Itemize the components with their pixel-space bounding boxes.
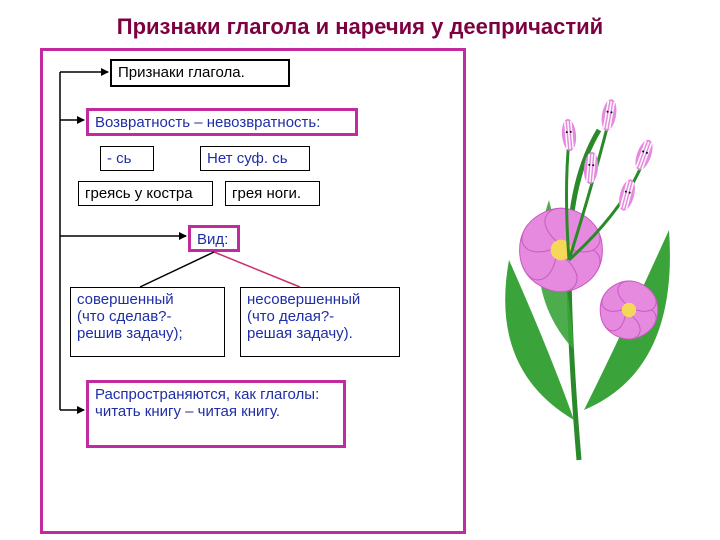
- box-distribute: Распространяются, как глаголы: читать кн…: [86, 380, 346, 448]
- label: Распространяются, как глаголы: читать кн…: [95, 386, 319, 420]
- box-no-suf: Нет суф. сь: [200, 146, 310, 171]
- label: грея ноги.: [232, 185, 301, 202]
- box-verb-signs: Признаки глагола.: [110, 59, 290, 87]
- label: Вид:: [197, 231, 228, 248]
- box-imperfective: несовершенный (что делая?- решая задачу)…: [240, 287, 400, 357]
- box-perfective: совершенный (что сделав?- решив задачу);: [70, 287, 225, 357]
- box-ex2: грея ноги.: [225, 181, 320, 206]
- box-suf-s: - сь: [100, 146, 154, 171]
- label: Возвратность – невозвратность:: [95, 114, 320, 131]
- page-title: Признаки глагола и наречия у деепричасти…: [0, 14, 720, 40]
- box-reflexivity: Возвратность – невозвратность:: [86, 108, 358, 136]
- label: Нет суф. сь: [207, 150, 288, 167]
- label: - сь: [107, 150, 131, 167]
- box-ex1: греясь у костра: [78, 181, 213, 206]
- label: совершенный (что сделав?- решив задачу);: [77, 291, 183, 342]
- box-aspect: Вид:: [188, 225, 240, 252]
- label: несовершенный (что делая?- решая задачу)…: [247, 291, 360, 342]
- label: греясь у костра: [85, 185, 193, 202]
- label: Признаки глагола.: [118, 64, 245, 81]
